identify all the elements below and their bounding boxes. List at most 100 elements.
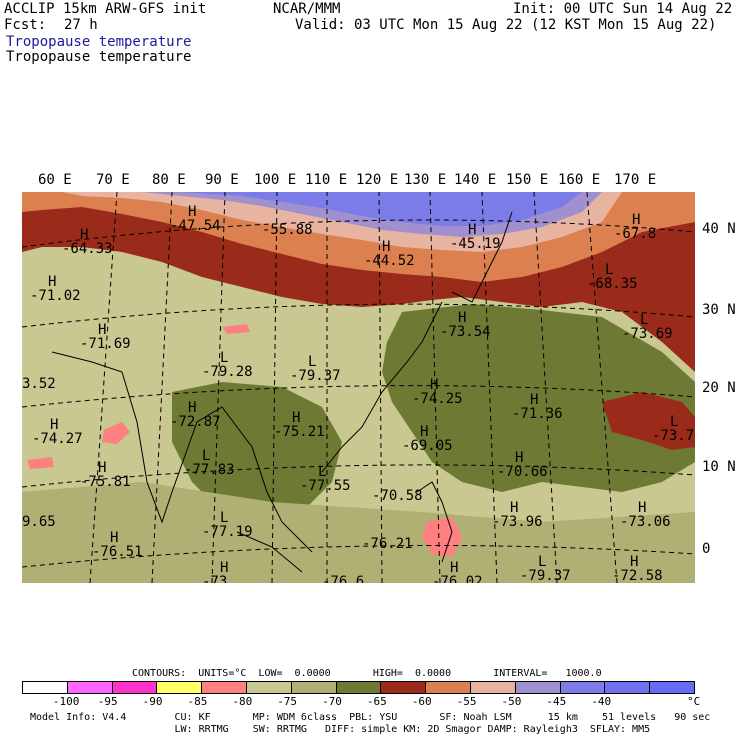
contour-value-label: -72.87 — [170, 414, 221, 430]
high-marker: H — [530, 392, 538, 408]
contour-value-label: -73.7 — [652, 428, 694, 444]
legend-tick-label: -75 — [277, 695, 298, 708]
contour-value-label: -70.58 — [372, 488, 423, 504]
contour-value-label: -71.36 — [512, 406, 563, 422]
lat-label: 20 N — [702, 380, 736, 396]
shade-pink-patch-4 — [27, 457, 54, 469]
high-marker: H — [510, 500, 518, 516]
high-marker: H — [458, 310, 466, 326]
legend-tick-label: -40 — [591, 695, 612, 708]
lon-label: 100 E — [254, 172, 297, 188]
shade-dark-olive-center — [172, 382, 342, 522]
legend-swatch — [515, 682, 561, 693]
high-marker: H — [50, 417, 58, 433]
legend-tick-label: -55 — [456, 695, 477, 708]
high-marker: H — [632, 212, 640, 228]
legend-tick-label: °C — [687, 695, 701, 708]
lon-label: 110 E — [305, 172, 348, 188]
model-title: ACCLIP 15km ARW-GFS init — [4, 1, 207, 17]
contour-value-label: -76.51 — [92, 544, 143, 560]
contour-value-label: -69.05 — [402, 438, 453, 454]
legend-swatch — [426, 682, 471, 693]
contour-value-label: 3.52 — [22, 376, 56, 392]
high-marker: H — [468, 222, 476, 238]
contour-value-label: -55.88 — [262, 222, 313, 238]
high-marker: H — [98, 322, 106, 338]
high-marker: H — [48, 274, 56, 290]
tropopause-temperature-map: H-47.54 -55.88H-64.33 H-44.52H-45.19H-67.8… — [22, 192, 695, 583]
low-marker: L — [538, 554, 546, 570]
legend-swatch — [202, 682, 247, 693]
contour-value-label: -73.96 — [492, 514, 543, 530]
legend-swatch — [470, 682, 516, 693]
graticule — [22, 192, 695, 583]
high-marker: H — [430, 377, 438, 393]
field-title-1: Tropopause temperature — [6, 34, 192, 50]
contour-value-label: -73.54 — [440, 324, 491, 340]
low-marker: L — [220, 510, 228, 526]
low-marker: L — [308, 354, 316, 370]
fcst-label: Fcst: — [4, 17, 47, 33]
contour-value-label: -68.35 — [587, 276, 638, 292]
high-marker: H — [292, 410, 300, 426]
contour-value-label: -72.58 — [612, 568, 663, 583]
high-marker: H — [188, 400, 196, 416]
lon-label: 170 E — [614, 172, 657, 188]
legend-swatch — [605, 682, 651, 693]
shade-pink-patch-1 — [102, 422, 130, 444]
field-title-2: Tropopause temperature — [6, 49, 192, 65]
high-marker: H — [110, 530, 118, 546]
legend-swatch — [650, 682, 694, 693]
high-marker: H — [188, 204, 196, 220]
legend-swatch — [112, 682, 158, 693]
shade-darkred-patch — [602, 392, 695, 450]
valid-time: Valid: 03 UTC Mon 15 Aug 22 (12 KST Mon … — [295, 17, 717, 33]
contour-value-label: -75.81 — [80, 474, 131, 490]
lat-label: 30 N — [702, 302, 736, 318]
legend-swatch — [560, 682, 606, 693]
contour-value-label: -67.8 — [614, 226, 656, 242]
lon-label: 160 E — [558, 172, 601, 188]
lon-label: 60 E — [38, 172, 72, 188]
legend-tick-label: -65 — [366, 695, 387, 708]
contour-value-label: -64.33 — [62, 241, 113, 257]
high-marker: H — [450, 560, 458, 576]
fcst-value: 27 h — [64, 17, 98, 33]
contour-value-label: -75.21 — [274, 424, 325, 440]
legend-tick-label: -50 — [501, 695, 522, 708]
legend-tick-label: -100 — [52, 695, 80, 708]
center-name: NCAR/MMM — [273, 1, 341, 17]
contour-value-label: -47.54 — [170, 218, 221, 234]
legend-swatch — [23, 682, 68, 693]
legend-tick-label: -70 — [322, 695, 342, 708]
contour-value-label: -79.28 — [202, 364, 253, 380]
legend-swatch — [157, 682, 203, 693]
high-marker: H — [98, 460, 106, 476]
low-marker: L — [318, 464, 326, 480]
legend-tick-label: -45 — [546, 695, 567, 708]
high-marker: H — [630, 554, 638, 570]
legend-swatch — [381, 682, 427, 693]
contour-value-label: -76.6 — [322, 574, 364, 583]
shade-pink-patch-2 — [422, 517, 462, 557]
legend-tick-label: -80 — [232, 695, 253, 708]
high-marker: H — [638, 500, 646, 516]
legend-swatch — [336, 682, 382, 693]
low-marker: L — [220, 350, 228, 366]
legend-swatch — [67, 682, 113, 693]
contour-value-label: -73 — [202, 574, 227, 583]
contour-value-label: -77.55 — [300, 478, 351, 494]
legend-tick-label: -60 — [411, 695, 432, 708]
lon-label: 130 E — [404, 172, 447, 188]
shade-pink-patch-3 — [222, 324, 250, 334]
lat-label: 10 N — [702, 459, 736, 475]
low-marker: L — [640, 312, 648, 328]
contour-value-label: -79.37 — [290, 368, 341, 384]
contour-value-label: -70.66 — [497, 464, 548, 480]
contour-value-label: -74.27 — [32, 431, 83, 447]
legend-swatch — [291, 682, 337, 693]
contour-value-label: -71.02 — [30, 288, 81, 304]
contour-value-label: -74.25 — [412, 391, 463, 407]
contour-info: CONTOURS: UNITS=°C LOW= 0.0000 HIGH= 0.0… — [132, 668, 602, 679]
coastlines — [51, 211, 513, 573]
